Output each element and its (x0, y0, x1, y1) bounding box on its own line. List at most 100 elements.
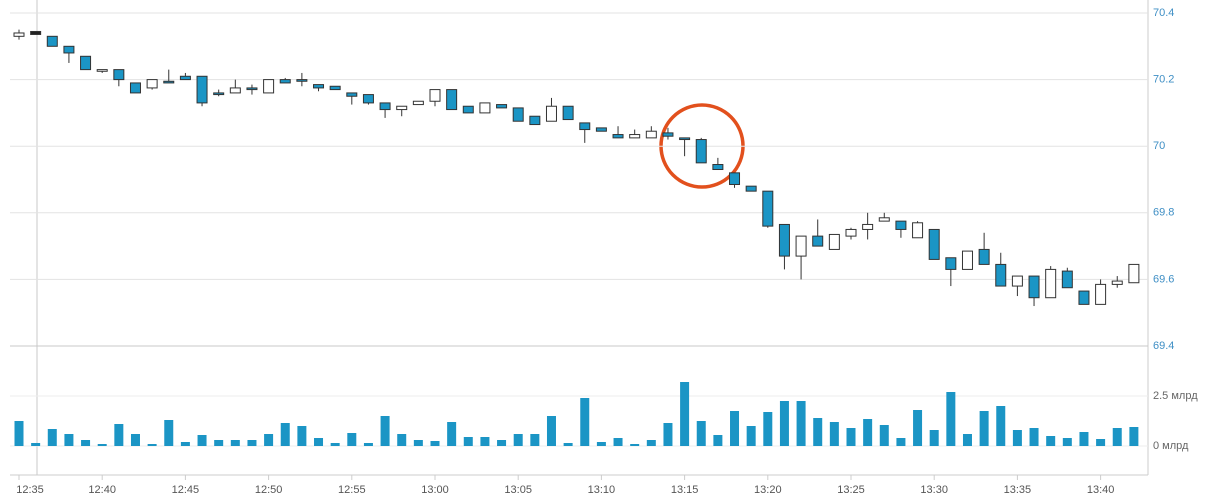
x-tick-label: 12:55 (338, 484, 366, 496)
candle-body (1095, 283, 1107, 305)
volume-bar (979, 411, 989, 446)
candle-body (961, 250, 973, 270)
volume-bar (713, 435, 723, 446)
candle-body (279, 79, 291, 84)
candle-body (362, 94, 374, 104)
candle-body (196, 75, 208, 104)
candle-body (645, 130, 657, 139)
volume-bar (497, 440, 507, 446)
candle-body (429, 89, 441, 102)
volume-bar (230, 440, 240, 446)
volume-bar (929, 430, 939, 446)
candle-body (412, 100, 424, 106)
candle-body (912, 222, 924, 239)
candle-body (978, 248, 990, 265)
candle-body (895, 220, 907, 230)
candle-body (1028, 275, 1040, 299)
x-tick-label: 13:20 (754, 484, 782, 496)
volume-bar (264, 434, 274, 446)
volume-bar (596, 442, 606, 446)
volume-bar (347, 433, 357, 446)
candle-body (562, 105, 574, 121)
candle-body (1111, 280, 1123, 285)
candle-body (812, 235, 824, 247)
candle-body (1061, 270, 1073, 289)
candle-body (96, 69, 108, 72)
candle-body (46, 35, 58, 47)
x-tick-label: 13:00 (421, 484, 449, 496)
volume-bar (1129, 427, 1139, 446)
candle-body (1045, 268, 1057, 299)
candle-body (1078, 290, 1090, 305)
volume-bar (763, 412, 773, 446)
volume-bar (363, 443, 373, 446)
candle-body (496, 104, 508, 109)
volume-bar (430, 441, 440, 446)
candle-body (512, 107, 524, 122)
volume-bar (546, 416, 556, 446)
volume-bar (530, 434, 540, 446)
candle-body (146, 79, 158, 89)
candle-body (862, 223, 874, 230)
candle-body (246, 87, 258, 91)
candle-body (595, 127, 607, 132)
volume-bar (64, 434, 74, 446)
volume-bar (114, 424, 124, 446)
marks (10, 12, 1148, 447)
candle-body (629, 134, 641, 139)
volume-bar (463, 437, 473, 446)
candle-body (113, 69, 125, 81)
candle-body (712, 164, 724, 171)
x-tick-label: 13:30 (920, 484, 948, 496)
candle-body (379, 102, 391, 111)
y2-tick-label: 2.5 млрд (1153, 390, 1198, 402)
candle-body (179, 75, 191, 81)
volume-bar (147, 444, 157, 446)
volume-bar (663, 423, 673, 446)
volume-bar (247, 440, 257, 446)
x-tick-label: 13:05 (504, 484, 532, 496)
x-tick-label: 13:40 (1087, 484, 1115, 496)
candle-body (928, 228, 940, 260)
volume-bar (563, 443, 573, 446)
volume-bar (746, 426, 756, 446)
candle-body (579, 122, 591, 131)
volume-bar (130, 434, 140, 446)
x-tick-label: 13:35 (1004, 484, 1032, 496)
candle-body (545, 105, 557, 122)
volume-bar (946, 392, 956, 446)
volume-bar (730, 411, 740, 446)
x-tick-label: 13:10 (588, 484, 616, 496)
volume-bar (413, 440, 423, 446)
candle-body (529, 115, 541, 126)
volume-bar (97, 444, 107, 446)
volume-bar (397, 434, 407, 446)
volume-bar (447, 422, 457, 446)
candle-body (612, 134, 624, 139)
candle-body (479, 102, 491, 114)
candle-body (762, 190, 774, 227)
candle-body (446, 89, 458, 111)
volume-bar (796, 401, 806, 446)
candle-body (945, 257, 957, 270)
volume-bar (31, 443, 41, 446)
volume-bar (863, 419, 873, 446)
candle-body (828, 233, 840, 250)
volume-bar (813, 418, 823, 446)
candle-body (1011, 275, 1023, 287)
candle-body (878, 217, 890, 222)
volume-bar (81, 440, 91, 446)
candle-body (1128, 263, 1140, 284)
candle-body (263, 79, 275, 94)
volume-bar (1062, 438, 1072, 446)
volume-bar (846, 428, 856, 446)
candle-body (296, 79, 308, 82)
y-tick-label: 70 (1153, 140, 1165, 152)
volume-bar (330, 443, 340, 446)
candle-body (30, 30, 42, 35)
candle-body (213, 92, 225, 96)
y-tick-label: 70.2 (1153, 74, 1174, 86)
x-tick-label: 13:25 (837, 484, 865, 496)
x-tick-label: 12:40 (88, 484, 116, 496)
